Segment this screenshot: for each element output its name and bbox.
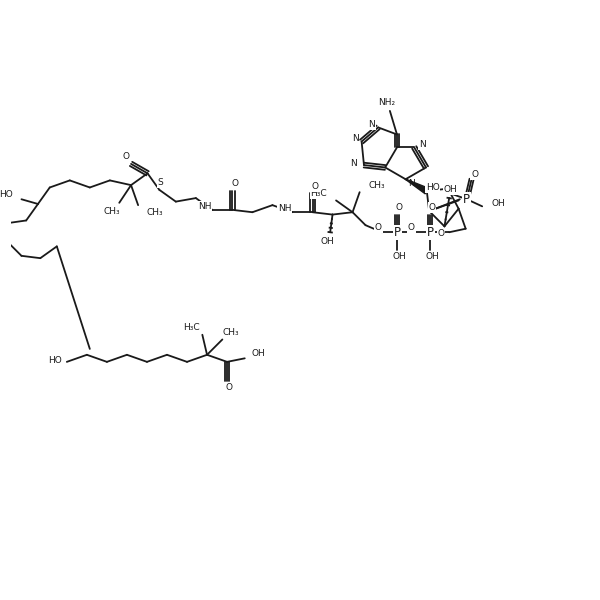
Text: P: P bbox=[427, 226, 434, 239]
Text: P: P bbox=[463, 193, 470, 206]
Text: NH: NH bbox=[197, 202, 211, 211]
Text: H₃C: H₃C bbox=[311, 189, 327, 198]
Text: OH: OH bbox=[443, 185, 457, 194]
Text: NH₂: NH₂ bbox=[379, 98, 395, 107]
Text: O: O bbox=[311, 182, 319, 191]
Text: H₃C: H₃C bbox=[184, 323, 200, 332]
Text: P: P bbox=[394, 226, 401, 239]
Text: CH₃: CH₃ bbox=[368, 181, 385, 190]
Text: N: N bbox=[350, 160, 357, 169]
Text: N: N bbox=[419, 140, 425, 149]
Text: N: N bbox=[368, 120, 375, 129]
Text: S: S bbox=[158, 178, 163, 187]
Text: O: O bbox=[123, 152, 130, 161]
Text: OH: OH bbox=[252, 349, 266, 358]
Text: OH: OH bbox=[491, 199, 505, 208]
Text: O: O bbox=[408, 223, 415, 232]
Text: CH₃: CH₃ bbox=[147, 208, 164, 217]
Text: HO: HO bbox=[0, 190, 13, 199]
Text: OH: OH bbox=[320, 236, 334, 245]
Text: OH: OH bbox=[393, 253, 407, 262]
Text: OH: OH bbox=[426, 253, 440, 262]
Text: O: O bbox=[471, 170, 478, 179]
Text: N: N bbox=[352, 134, 359, 143]
Text: N: N bbox=[408, 179, 415, 188]
Text: O: O bbox=[395, 203, 403, 212]
Polygon shape bbox=[406, 179, 428, 194]
Text: O: O bbox=[375, 223, 382, 232]
Text: NH: NH bbox=[278, 204, 291, 213]
Text: CH₃: CH₃ bbox=[223, 328, 239, 337]
Text: O: O bbox=[428, 203, 436, 212]
Text: O: O bbox=[437, 229, 445, 238]
Text: CH₃: CH₃ bbox=[104, 207, 121, 216]
Text: O: O bbox=[226, 383, 233, 392]
Text: HO: HO bbox=[49, 356, 62, 365]
Text: O: O bbox=[231, 179, 238, 188]
Text: HO: HO bbox=[426, 183, 440, 192]
